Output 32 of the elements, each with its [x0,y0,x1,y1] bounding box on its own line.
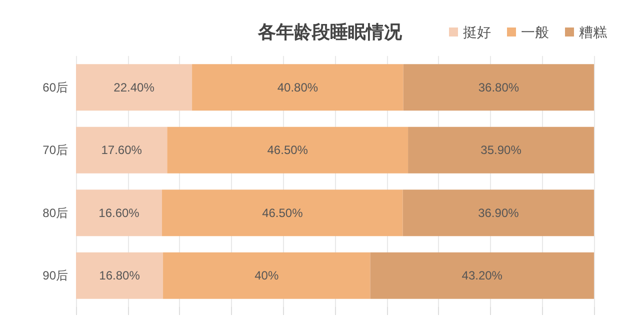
legend-label: 挺好 [463,24,491,40]
bar [402,190,594,236]
data-label: 43.20% [462,268,503,283]
data-label: 40.80% [277,80,318,94]
chart-title: 各年龄段睡眠情况 [257,22,403,42]
data-label: 40% [254,268,279,283]
data-label: 36.90% [478,206,520,220]
data-label: 16.60% [98,206,140,220]
bar [76,252,164,299]
data-label: 35.90% [480,143,522,158]
y-tick-label: 80后 [42,206,68,220]
bar [162,190,403,236]
bar [192,64,404,111]
bar [167,126,408,174]
bar [163,252,370,299]
data-label: 17.60% [101,143,142,158]
data-label: 46.50% [267,143,308,158]
bar [403,64,594,111]
legend-label: 一般 [521,24,549,40]
data-label: 16.80% [99,268,140,283]
bar [408,126,594,174]
y-tick-label: 70后 [42,143,68,158]
data-label: 46.50% [262,206,304,220]
bar [76,190,162,236]
y-tick-label: 60后 [42,80,68,94]
legend-label: 糟糕 [579,24,607,40]
bar [76,64,192,111]
data-label: 36.80% [478,80,520,94]
data-label: 22.40% [114,80,155,94]
bar [76,126,168,174]
y-tick-label: 90后 [42,268,68,283]
bar [370,252,594,299]
